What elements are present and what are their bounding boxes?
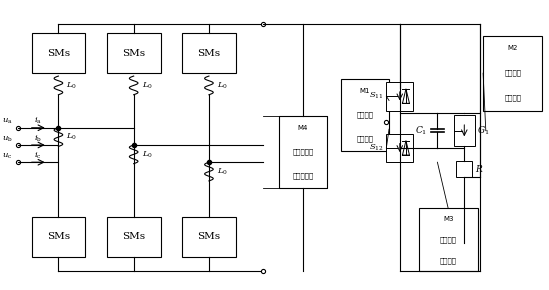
Text: SMs: SMs xyxy=(122,232,145,241)
Bar xyxy=(456,161,472,177)
Text: 耗能单元: 耗能单元 xyxy=(504,70,521,77)
Text: $R$: $R$ xyxy=(475,163,484,174)
Text: $u_{\rm b}$: $u_{\rm b}$ xyxy=(2,134,13,144)
Text: M3: M3 xyxy=(443,216,453,222)
Text: $S_{11}$: $S_{11}$ xyxy=(369,91,384,101)
Bar xyxy=(453,115,475,146)
Text: SMs: SMs xyxy=(47,49,70,58)
Text: 控制模块: 控制模块 xyxy=(504,95,521,101)
Text: $i_{\rm b}$: $i_{\rm b}$ xyxy=(34,133,42,144)
Text: 直流母线电: 直流母线电 xyxy=(293,149,313,155)
Text: $L_0$: $L_0$ xyxy=(142,80,153,91)
Text: $G_1$: $G_1$ xyxy=(477,124,489,137)
FancyBboxPatch shape xyxy=(107,217,160,257)
FancyBboxPatch shape xyxy=(340,79,389,151)
Text: $i_{\rm a}$: $i_{\rm a}$ xyxy=(34,116,42,126)
Text: 压检测模块: 压检测模块 xyxy=(293,173,313,180)
Text: M4: M4 xyxy=(298,125,308,131)
Text: 检测模块: 检测模块 xyxy=(440,258,457,264)
Text: $S_{12}$: $S_{12}$ xyxy=(369,143,384,153)
Text: 电容电压: 电容电压 xyxy=(440,236,457,243)
Text: SMs: SMs xyxy=(198,232,221,241)
Bar xyxy=(386,133,413,162)
Text: $L_0$: $L_0$ xyxy=(217,80,228,91)
FancyBboxPatch shape xyxy=(279,116,327,188)
Text: $u_{\rm c}$: $u_{\rm c}$ xyxy=(2,152,13,161)
FancyBboxPatch shape xyxy=(483,36,542,110)
Text: 控制模块: 控制模块 xyxy=(356,135,373,142)
Text: $L_0$: $L_0$ xyxy=(217,167,228,177)
Text: $L_0$: $L_0$ xyxy=(66,80,77,91)
FancyBboxPatch shape xyxy=(31,217,85,257)
Text: M2: M2 xyxy=(507,45,518,51)
FancyBboxPatch shape xyxy=(182,33,236,73)
FancyBboxPatch shape xyxy=(107,33,160,73)
FancyBboxPatch shape xyxy=(182,217,236,257)
Text: $C_1$: $C_1$ xyxy=(414,124,427,137)
FancyBboxPatch shape xyxy=(31,33,85,73)
Text: SMs: SMs xyxy=(122,49,145,58)
Text: M1: M1 xyxy=(360,88,370,94)
Text: $i_{\rm c}$: $i_{\rm c}$ xyxy=(34,151,42,161)
Text: $u_{\rm a}$: $u_{\rm a}$ xyxy=(2,117,13,126)
Text: 功率器件: 功率器件 xyxy=(356,112,373,118)
Text: SMs: SMs xyxy=(198,49,221,58)
Bar xyxy=(386,82,413,110)
Text: SMs: SMs xyxy=(47,232,70,241)
Text: $L_0$: $L_0$ xyxy=(66,132,77,142)
Text: $L_0$: $L_0$ xyxy=(142,149,153,160)
FancyBboxPatch shape xyxy=(418,208,478,271)
